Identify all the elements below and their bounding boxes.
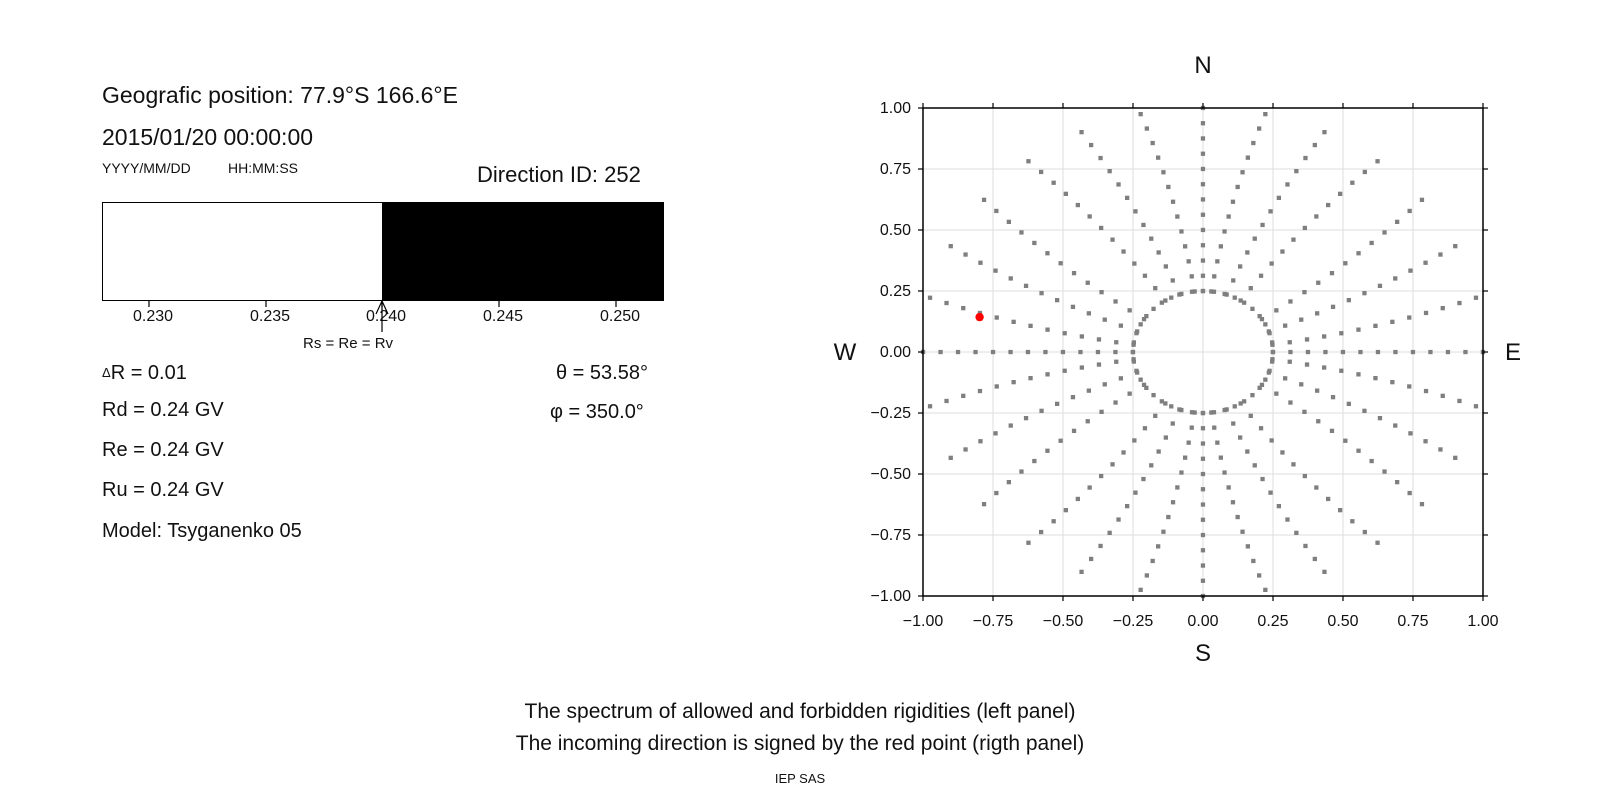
svg-text:W: W [834, 339, 857, 366]
svg-text:−0.50: −0.50 [871, 466, 912, 483]
svg-text:−1.00: −1.00 [903, 613, 944, 630]
svg-text:N: N [1194, 52, 1211, 79]
svg-text:1.00: 1.00 [880, 100, 911, 117]
svg-text:0.25: 0.25 [1257, 613, 1288, 630]
svg-text:0.75: 0.75 [1397, 613, 1428, 630]
svg-text:−0.50: −0.50 [1043, 613, 1084, 630]
svg-text:0.50: 0.50 [1327, 613, 1358, 630]
svg-text:0.25: 0.25 [880, 283, 911, 300]
svg-text:−1.00: −1.00 [871, 588, 912, 605]
svg-text:0.75: 0.75 [880, 161, 911, 178]
svg-text:0.50: 0.50 [880, 222, 911, 239]
svg-text:1.00: 1.00 [1467, 613, 1498, 630]
svg-text:0.00: 0.00 [1187, 613, 1218, 630]
svg-text:S: S [1195, 640, 1211, 667]
svg-text:0.00: 0.00 [880, 344, 911, 361]
svg-text:E: E [1505, 339, 1521, 366]
svg-text:−0.75: −0.75 [973, 613, 1014, 630]
svg-text:−0.25: −0.25 [871, 405, 912, 422]
svg-text:−0.75: −0.75 [871, 527, 912, 544]
svg-text:−0.25: −0.25 [1113, 613, 1154, 630]
